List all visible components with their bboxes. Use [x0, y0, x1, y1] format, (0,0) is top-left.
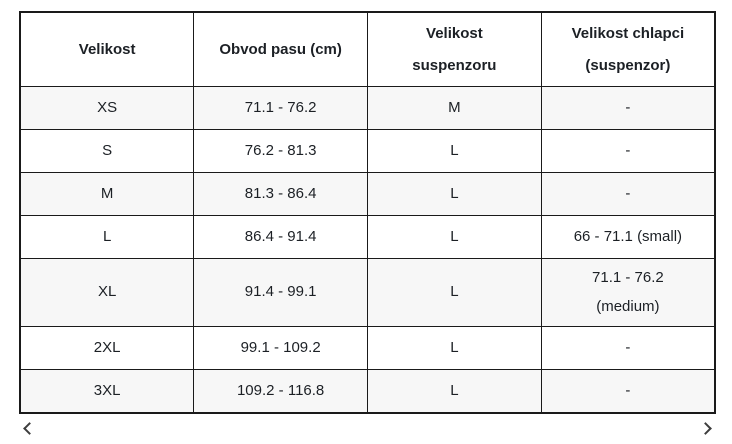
cell-suspensor: L	[367, 129, 542, 173]
cell-boys: -	[540, 129, 716, 173]
table-row: M 81.3 - 86.4 L -	[19, 172, 716, 216]
col-header-waist: Obvod pasu (cm)	[193, 11, 368, 87]
table-scroll-nav	[19, 419, 716, 437]
table-row: 2XL 99.1 - 109.2 L -	[19, 326, 716, 370]
size-table: Velikost Obvod pasu (cm) Velikost suspen…	[19, 11, 716, 414]
cell-boys: 66 - 71.1 (small)	[540, 215, 716, 259]
size-table-container: Velikost Obvod pasu (cm) Velikost suspen…	[19, 11, 716, 414]
table-row: S 76.2 - 81.3 L -	[19, 129, 716, 173]
cell-suspensor: L	[367, 326, 542, 370]
chevron-left-icon	[23, 421, 36, 435]
cell-waist: 71.1 - 76.2	[193, 86, 368, 130]
cell-suspensor: L	[367, 172, 542, 216]
cell-waist: 86.4 - 91.4	[193, 215, 368, 259]
cell-boys: -	[540, 86, 716, 130]
cell-size: 3XL	[19, 369, 195, 414]
cell-suspensor: L	[367, 258, 542, 327]
table-row: 3XL 109.2 - 116.8 L -	[19, 369, 716, 414]
cell-boys: -	[540, 326, 716, 370]
cell-size: XS	[19, 86, 195, 130]
table-row: XS 71.1 - 76.2 M -	[19, 86, 716, 130]
table-row: L 86.4 - 91.4 L 66 - 71.1 (small)	[19, 215, 716, 259]
cell-size: XL	[19, 258, 195, 327]
cell-waist: 91.4 - 99.1	[193, 258, 368, 327]
cell-waist: 81.3 - 86.4	[193, 172, 368, 216]
scroll-left-button[interactable]	[23, 421, 36, 435]
cell-waist: 109.2 - 116.8	[193, 369, 368, 414]
col-header-suspensor: Velikost suspenzoru	[367, 11, 542, 87]
col-header-size: Velikost	[19, 11, 195, 87]
cell-waist: 76.2 - 81.3	[193, 129, 368, 173]
chevron-right-icon	[699, 421, 712, 435]
cell-size: S	[19, 129, 195, 173]
cell-boys: 71.1 - 76.2 (medium)	[540, 258, 716, 327]
cell-size: 2XL	[19, 326, 195, 370]
col-header-boys-suspensor: Velikost chlapci (suspenzor)	[540, 11, 716, 87]
cell-size: L	[19, 215, 195, 259]
cell-boys: -	[540, 369, 716, 414]
scroll-right-button[interactable]	[699, 421, 712, 435]
cell-suspensor: L	[367, 369, 542, 414]
cell-size: M	[19, 172, 195, 216]
cell-suspensor: M	[367, 86, 542, 130]
cell-waist: 99.1 - 109.2	[193, 326, 368, 370]
table-row: XL 91.4 - 99.1 L 71.1 - 76.2 (medium)	[19, 258, 716, 327]
cell-boys: -	[540, 172, 716, 216]
cell-suspensor: L	[367, 215, 542, 259]
header-row: Velikost Obvod pasu (cm) Velikost suspen…	[19, 11, 716, 87]
